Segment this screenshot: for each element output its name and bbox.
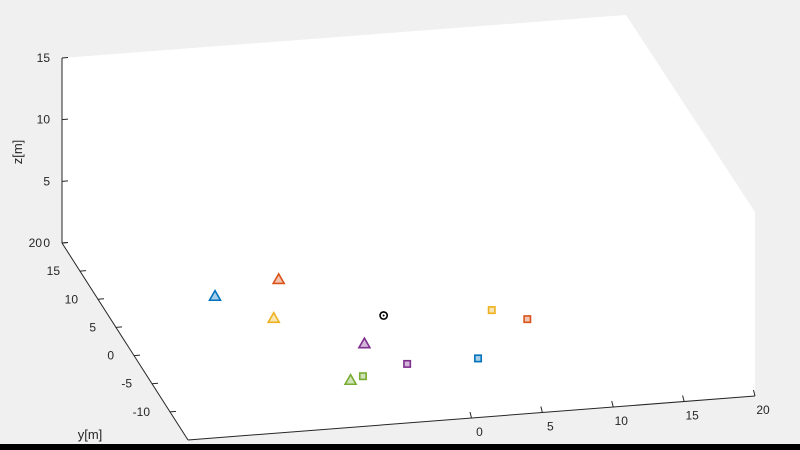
- x-tick-label: 5: [547, 420, 554, 434]
- z-tick-label: 5: [43, 174, 50, 188]
- y-axis-label: y[m]: [78, 427, 103, 442]
- x-tick-label: 15: [685, 409, 699, 423]
- x-tick-mark: [469, 411, 472, 419]
- y-tick-mark: [61, 242, 69, 244]
- triangle-marker: [208, 289, 222, 302]
- triangle-marker: [266, 311, 281, 324]
- x-tick-mark: [611, 400, 614, 408]
- y-tick-mark: [169, 410, 177, 413]
- triangle-marker: [357, 336, 372, 349]
- x-tick-label: 20: [756, 403, 770, 417]
- y-tick-label: 15: [47, 264, 61, 278]
- x-tick-label: 10: [615, 414, 629, 428]
- square-marker: [474, 354, 483, 363]
- x-tick-mark: [682, 395, 685, 402]
- z-tick-mark: [61, 118, 69, 121]
- square-marker: [487, 306, 496, 315]
- y-tick-label: 5: [89, 320, 96, 334]
- y-tick-mark: [133, 354, 141, 357]
- triangle-marker: [271, 272, 286, 285]
- window-bottom-edge: [0, 444, 800, 450]
- y-tick-mark: [79, 270, 87, 272]
- marker-layer: [208, 272, 532, 386]
- x-tick-mark: [540, 406, 543, 413]
- x-tick-mark: [753, 389, 756, 397]
- circle-marker: [379, 311, 389, 320]
- z-tick-mark: [61, 180, 69, 182]
- square-marker: [358, 372, 367, 381]
- z-tick-mark: [61, 57, 69, 59]
- y-axis-line: [61, 242, 189, 441]
- x-tick-label: 0: [476, 425, 483, 439]
- y-tick-label: 10: [65, 292, 79, 306]
- circle-marker-center: [382, 314, 385, 317]
- y-tick-label: 0: [107, 349, 114, 363]
- z-axis-label: z[m]: [10, 140, 25, 165]
- square-marker: [403, 359, 412, 368]
- z-tick-label: 0: [43, 236, 50, 250]
- z-tick-label: 15: [37, 51, 51, 65]
- z-tick-label: 10: [37, 113, 51, 127]
- axes-background: [62, 15, 755, 440]
- y-tick-label: 20: [29, 236, 43, 250]
- y-tick-label: -10: [133, 405, 151, 419]
- y-tick-mark: [151, 382, 159, 385]
- y-tick-mark: [115, 326, 123, 328]
- y-tick-mark: [97, 298, 105, 300]
- y-tick-label: -5: [121, 377, 132, 391]
- triangle-marker: [343, 373, 358, 386]
- square-marker: [523, 315, 532, 324]
